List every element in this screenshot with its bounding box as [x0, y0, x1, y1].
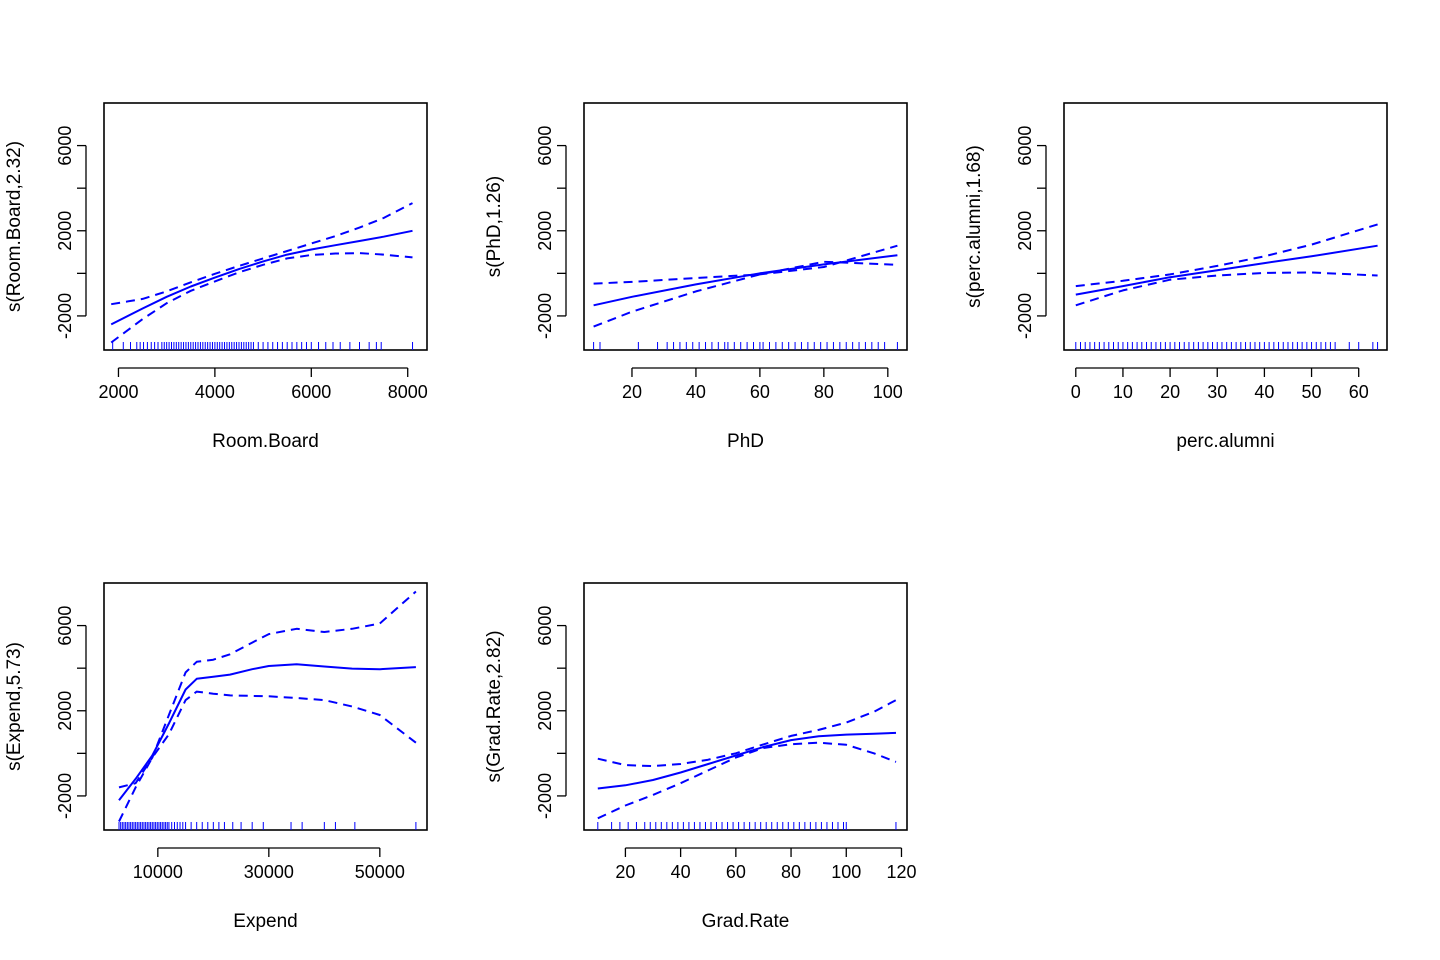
- confidence-band-lower: [593, 260, 898, 328]
- x-tick-label: 0: [1071, 382, 1081, 402]
- plot-frame: [583, 582, 908, 831]
- x-axis-title: Expend: [233, 911, 297, 932]
- x-axis-title: perc.alumni: [1176, 431, 1274, 452]
- x-axis-title: Room.Board: [212, 431, 319, 452]
- plot-frame: [1063, 102, 1388, 351]
- x-tick-label: 20: [622, 382, 642, 402]
- x-tick-label: 20: [1160, 382, 1180, 402]
- x-tick-label: 30: [1207, 382, 1227, 402]
- x-tick-label: 30000: [244, 862, 294, 882]
- y-tick-label: 6000: [1015, 126, 1035, 166]
- x-tick-label: 40: [1254, 382, 1274, 402]
- x-tick-label: 50: [1302, 382, 1322, 402]
- x-tick-label: 20: [615, 862, 635, 882]
- x-tick-label: 10000: [133, 862, 183, 882]
- panel-1: 2000 4000 6000 8000 -2000 2000 6000 Room.Board s…: [4, 102, 428, 452]
- x-tick-label: 40: [671, 862, 691, 882]
- confidence-band-lower: [110, 252, 413, 344]
- confidence-band-upper: [118, 590, 417, 789]
- y-tick-label: -2000: [55, 773, 75, 819]
- y-tick-label: -2000: [535, 293, 555, 339]
- plot-frame: [583, 102, 908, 351]
- x-tick-label: 100: [873, 382, 903, 402]
- x-tick-label: 8000: [388, 382, 428, 402]
- y-tick-label: 2000: [55, 691, 75, 731]
- y-axis-title: s(Expend,5.73): [4, 642, 25, 771]
- confidence-band-upper: [1075, 223, 1378, 288]
- y-axis-title: s(perc.alumni,1.68): [964, 145, 985, 308]
- fit-line: [118, 663, 416, 801]
- x-tick-label: 6000: [291, 382, 331, 402]
- x-tick-label: 2000: [98, 382, 138, 402]
- x-tick-label: 40: [686, 382, 706, 402]
- x-axis-title: Grad.Rate: [702, 911, 790, 932]
- y-axis-title: s(Grad.Rate,2.82): [484, 630, 505, 782]
- plot-frame: [103, 582, 428, 831]
- panel-3: 0 10 20 30 40 50 60 -2000 2000 6000 perc.alumni s(p…: [964, 102, 1388, 452]
- x-tick-label: 10: [1113, 382, 1133, 402]
- y-tick-label: 6000: [55, 606, 75, 646]
- confidence-band-lower: [1075, 271, 1378, 307]
- y-tick-label: -2000: [535, 773, 555, 819]
- y-axis-title: s(Room.Board,2.32): [4, 141, 25, 312]
- x-tick-label: 4000: [195, 382, 235, 402]
- y-tick-label: 2000: [535, 211, 555, 251]
- x-axis-title: PhD: [727, 431, 764, 452]
- fit-line: [597, 731, 897, 790]
- y-tick-label: 2000: [535, 691, 555, 731]
- x-tick-label: 80: [781, 862, 801, 882]
- x-tick-label: 60: [726, 862, 746, 882]
- plot-frame: [103, 102, 428, 351]
- confidence-band-upper: [111, 202, 413, 306]
- fit-line: [110, 229, 413, 326]
- fit-line: [1075, 244, 1378, 296]
- confidence-band-upper: [593, 244, 898, 285]
- fit-line: [593, 254, 898, 307]
- y-tick-label: 2000: [1015, 211, 1035, 251]
- y-tick-label: 6000: [55, 126, 75, 166]
- x-tick-label: 60: [1349, 382, 1369, 402]
- x-tick-label: 100: [831, 862, 861, 882]
- panel-2: 20 40 60 80 100 -2000 2000 6000 PhD s(PhD,1.26): [484, 102, 908, 452]
- y-tick-label: -2000: [1015, 293, 1035, 339]
- x-tick-label: 60: [750, 382, 770, 402]
- x-tick-label: 120: [886, 862, 916, 882]
- confidence-band-lower: [597, 741, 897, 820]
- x-tick-label: 80: [814, 382, 834, 402]
- x-tick-label: 50000: [355, 862, 405, 882]
- confidence-band-lower: [118, 690, 417, 822]
- panel-4: 10000 30000 50000 -2000 2000 6000 Expend s(Expe…: [4, 582, 428, 932]
- y-tick-label: 6000: [535, 606, 555, 646]
- y-axis-title: s(PhD,1.26): [484, 176, 505, 277]
- y-tick-label: -2000: [55, 293, 75, 339]
- panel-5: 20 40 60 80 100 120 -2000 2000 6000 Grad.Rate s(Gr…: [484, 582, 917, 932]
- y-tick-label: 6000: [535, 126, 555, 166]
- confidence-band-upper: [597, 699, 897, 768]
- y-tick-label: 2000: [55, 211, 75, 251]
